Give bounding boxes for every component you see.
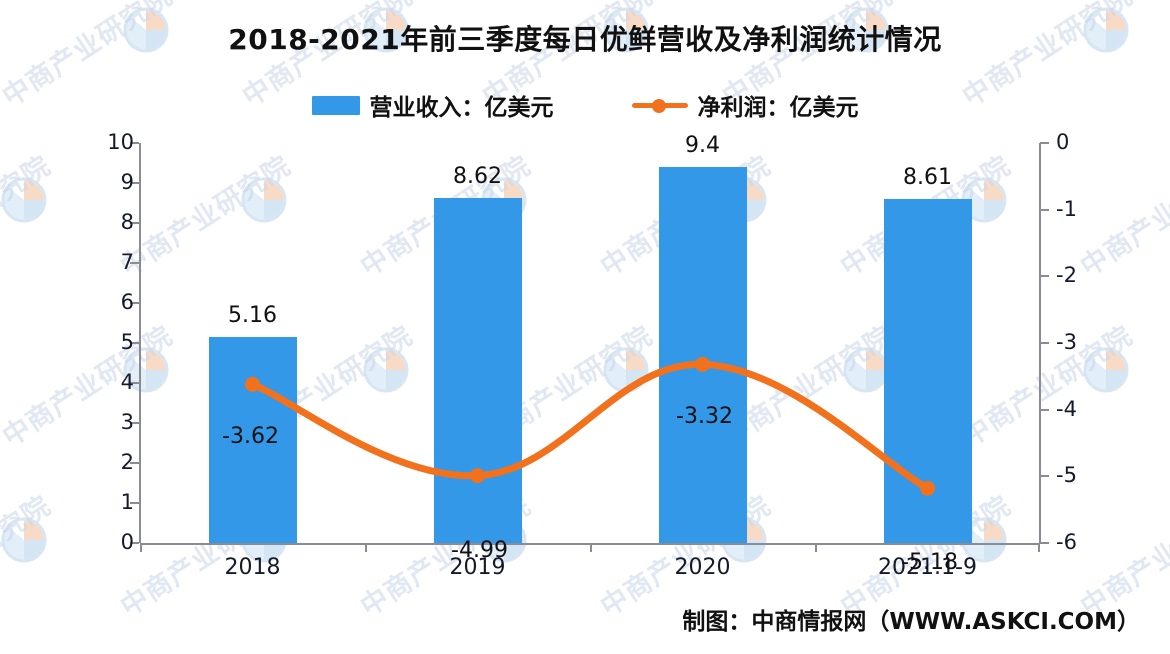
- net-profit-line: [249, 360, 931, 492]
- y-tick-right: [1040, 208, 1049, 211]
- legend-label-revenue: 营业收入：亿美元: [369, 95, 554, 121]
- x-tick: [365, 543, 367, 552]
- y-tick-right: [1040, 342, 1049, 344]
- net-profit-point-2019[interactable]: [470, 468, 485, 484]
- y-label-right: -6: [1056, 530, 1077, 554]
- plot-area: 10 9 8 7 6 5 4 3 2 1 0 0 -1 -2 -3 -4 -5 -6 5.16 2018 8.62 201…: [107, 132, 1077, 581]
- legend-line-dot: [651, 99, 666, 113]
- net-profit-point-2018[interactable]: [245, 376, 260, 392]
- bar-value-label: 9.4: [685, 133, 720, 158]
- net-profit-value-label: -4.99: [451, 537, 508, 563]
- net-profit-point-2020[interactable]: [695, 356, 710, 372]
- y-tick-right: [1040, 542, 1049, 544]
- y-tick-right: [1040, 408, 1049, 411]
- watermark-text: 中商产业研究院: [0, 490, 57, 624]
- y-tick-left: [130, 142, 139, 144]
- bar-value-label: 5.16: [228, 302, 277, 328]
- y-label-left: 8: [120, 210, 134, 234]
- legend-label-net-profit: 净利润：亿美元: [697, 95, 859, 121]
- y-tick-left: [130, 262, 139, 264]
- y-label-left: 9: [120, 170, 134, 194]
- y-label-right: -1: [1056, 196, 1077, 221]
- net-profit-value-label: -3.32: [676, 404, 733, 430]
- legend-item-net-profit: 净利润：亿美元: [631, 88, 859, 122]
- legend-bar-swatch: [311, 95, 360, 115]
- x-tick: [815, 543, 817, 552]
- y-label-right: 0: [1056, 130, 1070, 154]
- x-label-2020: 2020: [674, 555, 731, 580]
- y-tick-left: [130, 302, 139, 304]
- y-tick-left: [130, 542, 139, 544]
- watermark-text: 中商产业研究院: [0, 150, 57, 284]
- y-tick-left: [130, 222, 139, 224]
- y-tick-left: [130, 342, 139, 344]
- y-label-left: 3: [120, 410, 134, 434]
- chart-title: 2018-2021年前三季度每日优鲜营收及净利润统计情况: [228, 23, 942, 56]
- bar-2020[interactable]: [658, 167, 747, 543]
- net-profit-point-2021.1-9[interactable]: [920, 480, 935, 496]
- y-label-left: 0: [120, 530, 134, 554]
- x-tick: [1038, 543, 1040, 552]
- bar-2018[interactable]: [208, 336, 297, 543]
- y-tick-right: [1040, 275, 1049, 278]
- watermark-text: 中商产业研究院: [1075, 150, 1170, 284]
- y-label-left: 6: [120, 290, 134, 314]
- y-tick-left: [130, 462, 139, 464]
- y-label-left: 5: [120, 330, 134, 354]
- zhongshang-circle-logo: [1083, 347, 1129, 393]
- y-tick-left: [130, 422, 139, 424]
- y-label-left: 2: [120, 450, 134, 474]
- chart-legend: 营业收入：亿美元 净利润：亿美元: [0, 88, 1170, 122]
- y-label-left: 1: [120, 490, 134, 514]
- net-profit-value-label: -3.62: [222, 424, 279, 450]
- y-tick-right: [1040, 142, 1049, 144]
- legend-line-marker: [631, 97, 688, 113]
- y-label-left: 4: [120, 370, 134, 394]
- y-label-right: -5: [1056, 463, 1077, 488]
- y-label-left: 10: [107, 130, 134, 154]
- zhongshang-circle-logo: [1, 177, 47, 223]
- y-tick-right: [1040, 475, 1049, 478]
- legend-item-revenue: 营业收入：亿美元: [311, 88, 554, 122]
- bar-value-label: 8.61: [903, 164, 952, 190]
- y-label-left: 7: [120, 250, 134, 274]
- y-axis-left: [139, 143, 141, 543]
- net-profit-line-chart: [245, 356, 935, 496]
- y-label-right: -2: [1056, 263, 1077, 288]
- x-tick: [140, 543, 142, 552]
- chart-credit: 制图：中商情报网（WWW.ASKCI.COM）: [682, 609, 1140, 635]
- y-tick-left: [130, 502, 139, 504]
- y-label-right: -4: [1056, 396, 1077, 421]
- y-label-right: -3: [1056, 330, 1077, 354]
- net-profit-value-label: -5.18: [901, 550, 958, 576]
- x-label-2018: 2018: [224, 555, 281, 580]
- y-tick-left: [130, 182, 139, 184]
- x-tick: [590, 543, 592, 552]
- x-label-2021.1-9: 2021.1-9: [878, 555, 977, 580]
- bar-2019[interactable]: [433, 198, 522, 543]
- zhongshang-circle-logo: [1, 517, 47, 563]
